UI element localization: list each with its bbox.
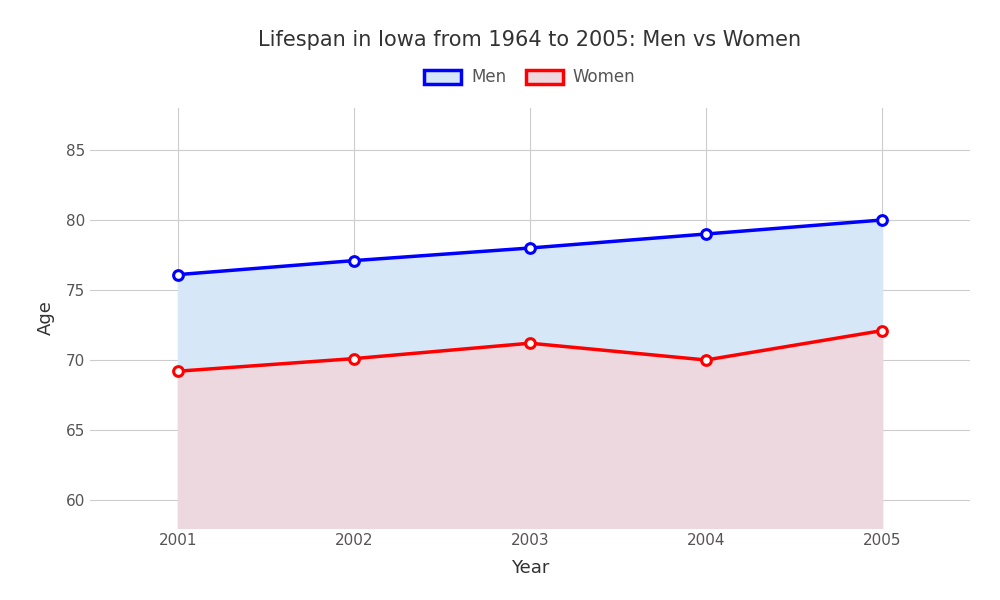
Y-axis label: Age: Age bbox=[37, 301, 55, 335]
Title: Lifespan in Iowa from 1964 to 2005: Men vs Women: Lifespan in Iowa from 1964 to 2005: Men … bbox=[258, 29, 802, 49]
X-axis label: Year: Year bbox=[511, 559, 549, 577]
Legend: Men, Women: Men, Women bbox=[418, 62, 642, 93]
